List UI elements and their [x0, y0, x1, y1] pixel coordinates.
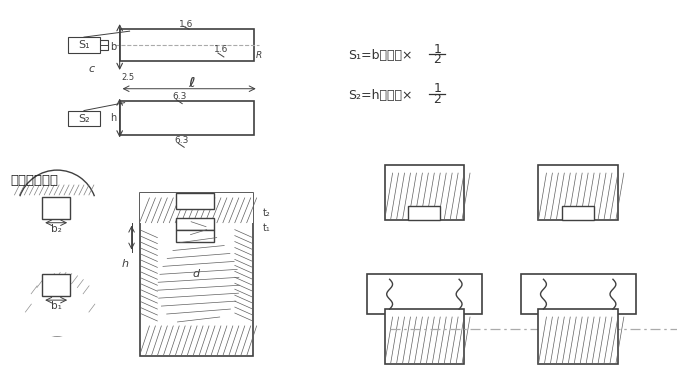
- Bar: [521, 274, 636, 314]
- Bar: [176, 218, 214, 230]
- Text: S₂=hの公差×: S₂=hの公差×: [348, 89, 413, 102]
- Text: 2: 2: [433, 93, 441, 106]
- Bar: [42, 197, 70, 219]
- Text: 1.6: 1.6: [214, 44, 228, 54]
- Bar: [176, 230, 214, 242]
- Text: 1: 1: [433, 43, 441, 56]
- Text: t₁: t₁: [262, 223, 271, 233]
- Bar: [139, 193, 253, 356]
- Bar: [68, 111, 100, 127]
- Text: 2: 2: [433, 53, 441, 67]
- Bar: [139, 193, 253, 223]
- Text: 6.3: 6.3: [172, 92, 186, 101]
- Text: 1.6: 1.6: [179, 20, 193, 29]
- Text: S₁=bの公差×: S₁=bの公差×: [348, 50, 413, 63]
- Bar: [42, 274, 70, 296]
- Text: b: b: [111, 42, 117, 52]
- Bar: [562, 206, 594, 220]
- Bar: [539, 309, 618, 364]
- Text: キー溝の断面: キー溝の断面: [10, 174, 58, 186]
- Text: b₂: b₂: [51, 224, 61, 234]
- Text: h: h: [121, 259, 128, 269]
- Text: ℓ: ℓ: [188, 76, 195, 90]
- Bar: [409, 206, 440, 220]
- Text: 2.5: 2.5: [121, 73, 134, 82]
- Polygon shape: [145, 223, 248, 326]
- Text: S₂: S₂: [78, 114, 90, 124]
- Bar: [385, 309, 464, 364]
- Bar: [539, 165, 618, 220]
- Bar: [176, 193, 214, 209]
- Text: t₂: t₂: [262, 208, 271, 218]
- Text: 1: 1: [433, 82, 441, 95]
- Bar: [68, 37, 100, 53]
- Text: c: c: [89, 64, 95, 74]
- Text: h: h: [111, 113, 117, 123]
- Bar: [385, 165, 464, 220]
- Text: b₁: b₁: [51, 301, 62, 311]
- Text: S₁: S₁: [78, 40, 90, 50]
- Bar: [120, 101, 254, 135]
- Bar: [120, 29, 254, 61]
- Text: d: d: [192, 269, 200, 279]
- Text: 6.3: 6.3: [174, 136, 188, 145]
- Bar: [98, 40, 107, 50]
- Text: R: R: [256, 51, 262, 60]
- Bar: [367, 274, 482, 314]
